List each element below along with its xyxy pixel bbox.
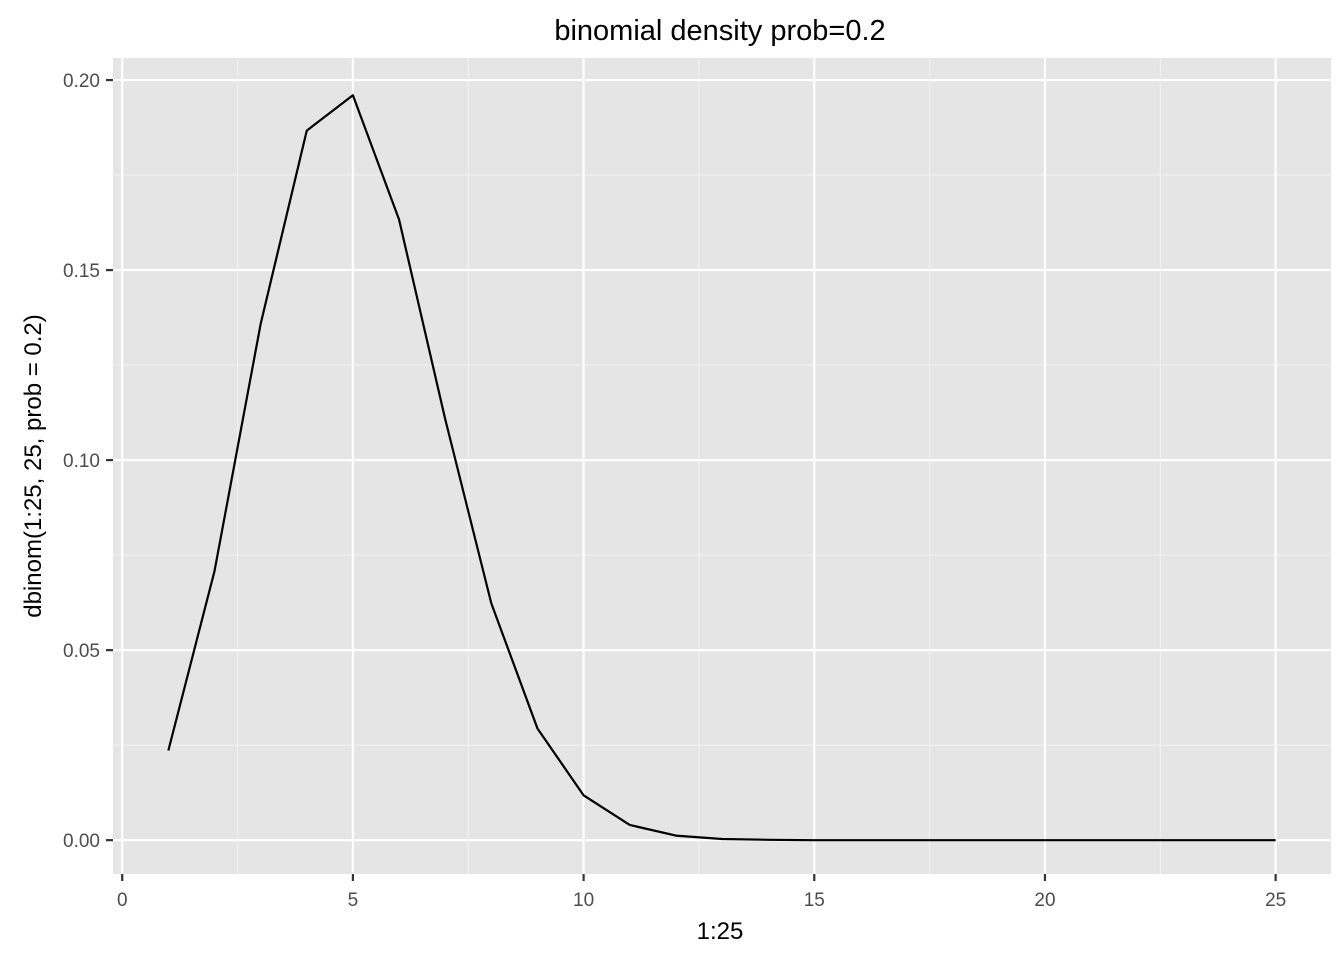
y-tick-label: 0.00 bbox=[63, 831, 100, 852]
series-group bbox=[167, 94, 1276, 842]
x-tick-label: 15 bbox=[804, 890, 825, 911]
x-tick-label: 25 bbox=[1265, 890, 1286, 911]
y-axis: 0.00 0.05 0.10 0.15 0.20 bbox=[63, 71, 113, 852]
x-tick-label: 5 bbox=[348, 890, 359, 911]
x-tick-label: 0 bbox=[117, 890, 128, 911]
y-tick-label: 0.15 bbox=[63, 261, 100, 282]
x-axis: 0 5 10 15 20 25 bbox=[117, 874, 1286, 911]
major-gridlines bbox=[113, 58, 1331, 874]
y-axis-title: dbinom(1:25, 25, prob = 0.2) bbox=[20, 314, 47, 618]
y-tick-label: 0.10 bbox=[63, 451, 100, 472]
density-line bbox=[167, 94, 1276, 842]
plot-panel bbox=[113, 58, 1331, 874]
x-tick-label: 10 bbox=[573, 890, 594, 911]
y-tick-label: 0.20 bbox=[63, 71, 100, 92]
y-tick-label: 0.05 bbox=[63, 641, 100, 662]
minor-gridlines bbox=[113, 58, 1331, 874]
x-tick-label: 20 bbox=[1034, 890, 1055, 911]
x-axis-title: 1:25 bbox=[697, 918, 744, 945]
chart-title: binomial density prob=0.2 bbox=[554, 15, 885, 47]
